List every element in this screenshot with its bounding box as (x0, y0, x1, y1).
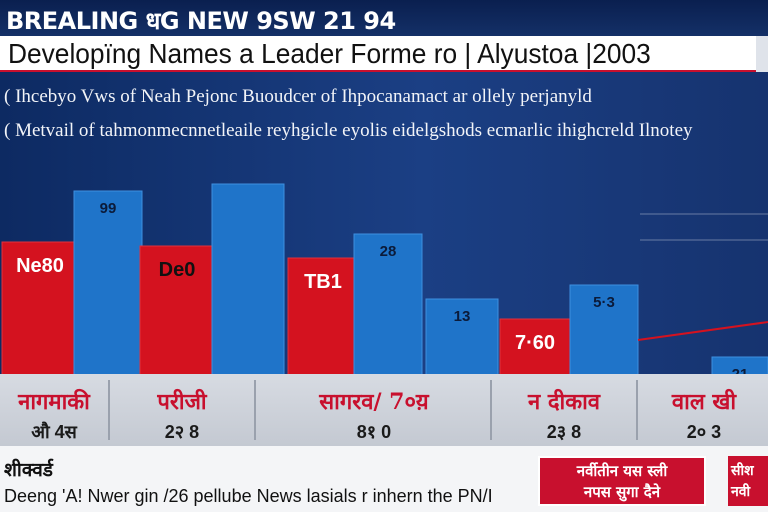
party-name: नागमाकी (18, 389, 90, 415)
news-ticker: शीक्वर्ड Deeng 'A! Nwer gin /26 pellube … (0, 446, 768, 512)
bar-blue (211, 183, 285, 374)
party-cell: परीजी 2२ 8 (112, 374, 252, 446)
bar-blue (425, 298, 499, 374)
party-name: परीजी (157, 389, 207, 415)
ticker-kicker: शीक्वर्ड (4, 459, 53, 481)
bar-value-label: 7·60 (515, 332, 555, 354)
party-seats: 2२ 8 (164, 422, 200, 442)
trend-line (637, 321, 768, 341)
party-cell: सागरव/ 7०य़ 8१ 0 (258, 374, 490, 446)
party-cell: नागमाकी औ 4स (0, 374, 108, 446)
party-seats: 8१ 0 (356, 422, 392, 442)
subline-1: ( Ihcebyo Vws of Neah Pejonc Buoudcer of… (4, 86, 592, 107)
party-seats: औ 4स (31, 422, 77, 442)
ticker-side-line-2: नवी (731, 484, 751, 500)
band-divider (254, 380, 256, 440)
party-cell: वाल खी 2० 3 (640, 374, 768, 446)
ticker-box-line-2: नपस सुगा दैने (583, 483, 661, 501)
party-name: वाल खी (671, 389, 737, 415)
party-cell: न दीकाव 2३ 8 (494, 374, 634, 446)
ticker-red-box: नर्वीतीन यस स्ली नपस सुगा दैने (538, 456, 706, 506)
bar-value-label: Ne80 (16, 255, 64, 277)
bar-blue (711, 356, 768, 374)
bar-value-label: 5·3 (593, 294, 615, 311)
party-seats: 2३ 8 (546, 422, 582, 442)
breaking-news-kicker: BREALING धG NEW 9SW 21 94 (6, 7, 396, 35)
party-name: न दीकाव (527, 389, 601, 415)
subline-2: ( Metvail of tahmonmecnnetleaile reyhgic… (4, 120, 693, 141)
bar-value-label: 13 (454, 308, 471, 325)
bar-value-label: 21 (732, 366, 749, 374)
headline: Developïng Names a Leader Forme ro | Aly… (8, 38, 651, 69)
party-name: सागरव/ 7०य़ (319, 389, 429, 415)
ticker-side-line-1: सीश (731, 463, 754, 479)
band-divider (108, 380, 110, 440)
party-label-band: नागमाकी औ 4स परीजी 2२ 8 सागरव/ 7०य़ 8१ 0 … (0, 374, 768, 446)
bar-blue (569, 284, 639, 374)
bar-red (499, 318, 571, 374)
bar-blue (353, 233, 423, 374)
bar-chart: Ne80 99 De0 TB1 28 13 7·60 5·3 21 (1, 183, 768, 374)
bar-value-label: TB1 (304, 271, 342, 293)
band-divider (490, 380, 492, 440)
ticker-text: Deeng 'A! Nwer gin /26 pellube News lasi… (4, 486, 493, 506)
bar-red (139, 245, 215, 374)
bar-red (1, 241, 79, 374)
headline-box: Developïng Names a Leader Forme ro | Aly… (0, 36, 756, 73)
band-divider (636, 380, 638, 440)
bar-blue (73, 190, 143, 374)
ticker-side-box: सीश नवी (728, 456, 768, 506)
bar-value-label: De0 (159, 259, 196, 281)
party-seats: 2० 3 (686, 422, 722, 442)
bar-value-label: 28 (380, 243, 397, 260)
bar-value-label: 99 (100, 200, 117, 217)
ticker-box-line-1: नर्वीतीन यस स्ली (576, 462, 668, 480)
breaking-news-strip: BREALING धG NEW 9SW 21 94 (0, 0, 768, 36)
chart-panel: Ne80 99 De0 TB1 28 13 7·60 5·3 21 ( Ihcebyo Vws … (0, 72, 768, 374)
